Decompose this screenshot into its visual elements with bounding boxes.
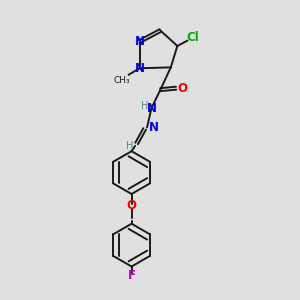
Text: H: H [125,141,133,152]
Text: O: O [127,199,136,212]
Text: O: O [177,82,187,95]
Text: CH₃: CH₃ [113,76,130,85]
Text: Cl: Cl [186,31,199,44]
Text: F: F [128,269,136,282]
Text: N: N [146,102,157,115]
Text: H: H [141,101,148,111]
Text: N: N [135,35,145,48]
Text: N: N [148,121,159,134]
Text: N: N [135,62,145,75]
